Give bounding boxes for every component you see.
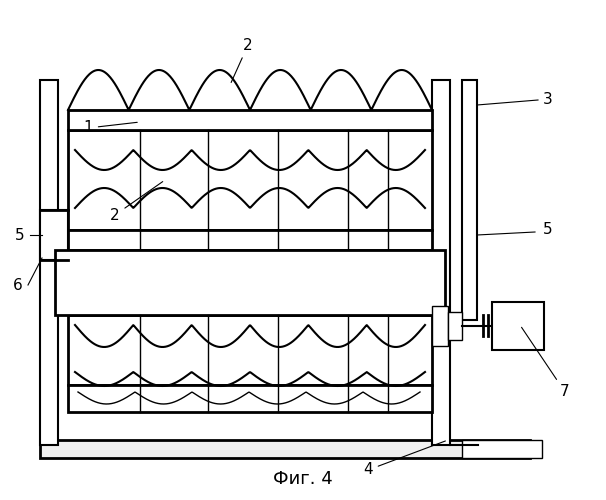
Bar (68, 130, 432, 230)
Bar (68, 110, 432, 130)
Text: 3: 3 (543, 92, 553, 108)
Bar (40, 210, 68, 260)
Bar (55, 250, 445, 315)
Text: 1: 1 (83, 120, 137, 136)
Text: 5: 5 (15, 228, 25, 242)
Text: 5: 5 (543, 222, 553, 238)
Bar (40, 80, 58, 445)
Bar (462, 80, 477, 320)
Bar (68, 230, 432, 250)
Text: 6: 6 (13, 278, 23, 292)
Bar (432, 306, 448, 346)
Text: 2: 2 (231, 38, 253, 82)
Text: 2: 2 (110, 182, 163, 222)
Bar (492, 302, 544, 350)
Bar (40, 440, 530, 458)
Bar (68, 315, 432, 385)
Text: 7: 7 (522, 328, 570, 400)
Bar (462, 440, 542, 458)
Text: 4: 4 (363, 441, 445, 478)
Bar (448, 312, 462, 340)
Text: Фиг. 4: Фиг. 4 (273, 470, 333, 488)
Bar (68, 385, 432, 412)
Bar (432, 80, 450, 445)
